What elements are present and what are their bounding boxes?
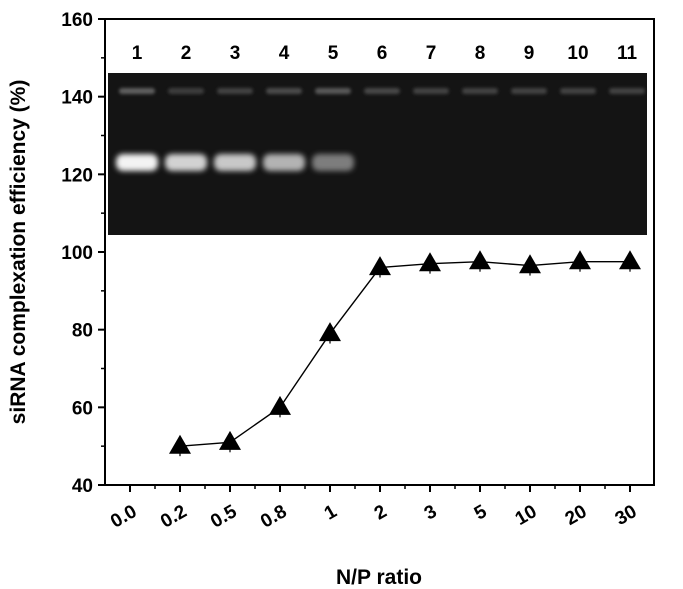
gel-lane-label: 7: [426, 43, 437, 64]
gel-bands: [116, 154, 354, 171]
data-point: [169, 434, 191, 454]
gel-well: [511, 88, 547, 94]
gel-lane-label: 3: [230, 43, 241, 64]
y-tick-label: 120: [61, 165, 93, 186]
gel-wells: [119, 88, 645, 94]
x-tick-label: 1: [321, 501, 341, 525]
gel-band: [263, 154, 305, 171]
gel-well: [364, 88, 400, 94]
gel-lane-label: 6: [377, 43, 388, 64]
series-line: [179, 261, 630, 447]
gel-well: [413, 88, 449, 94]
data-series: [169, 250, 641, 457]
y-tick-label: 60: [72, 398, 93, 419]
gel-lane-label: 8: [475, 43, 486, 64]
y-tick-label: 140: [61, 88, 93, 109]
gel-band: [165, 154, 207, 171]
data-point: [269, 395, 291, 415]
x-tick-label: 5: [471, 501, 491, 525]
gel-lane-label: 4: [279, 43, 290, 64]
gel-band: [116, 154, 158, 171]
gel-inset: [108, 73, 647, 235]
y-axis: 40 60 80 100 120 140 160: [61, 10, 105, 497]
data-point: [569, 250, 591, 270]
gel-band: [214, 154, 256, 171]
x-tick-label: 10: [512, 501, 541, 530]
data-point: [319, 322, 341, 342]
x-tick-label: 30: [612, 501, 641, 530]
gel-well: [217, 88, 253, 94]
data-point: [219, 430, 241, 450]
gel-lane-label: 10: [567, 43, 588, 64]
gel-band: [312, 154, 354, 171]
gel-lane-labels: 1 2 3 4 5 6 7 8 9 10 11: [132, 43, 638, 64]
gel-well: [462, 88, 498, 94]
gel-lane-label: 1: [132, 43, 143, 64]
data-point: [519, 254, 541, 274]
y-axis-title: siRNA complexation efficiency (%): [7, 80, 30, 425]
data-point: [369, 256, 391, 276]
gel-lane-label: 9: [524, 43, 535, 64]
gel-well: [168, 88, 204, 94]
x-axis-title: N/P ratio: [336, 566, 422, 589]
x-tick-label: 3: [421, 501, 441, 524]
gel-lane-label: 2: [181, 43, 192, 64]
x-axis: 0.0 0.2 0.5 0.8 1 2 3 5 10 20 30: [107, 485, 641, 533]
x-tick-label: 0.5: [207, 501, 241, 533]
x-tick-label: 0.0: [107, 501, 140, 532]
gel-well: [119, 88, 155, 94]
y-tick-label: 40: [72, 476, 93, 497]
data-point: [619, 250, 641, 270]
gel-well: [266, 88, 302, 94]
data-point: [419, 252, 441, 272]
gel-well: [609, 88, 645, 94]
x-tick-label: 0.8: [257, 501, 290, 532]
y-tick-label: 80: [72, 321, 93, 342]
x-tick-label: 20: [562, 501, 591, 530]
y-tick-label: 160: [61, 10, 93, 31]
y-tick-label: 100: [61, 243, 93, 264]
data-point: [469, 250, 491, 270]
gel-lane-label: 11: [617, 43, 638, 64]
gel-well: [560, 88, 596, 94]
gel-lane-label: 5: [328, 43, 339, 64]
x-tick-label: 2: [371, 501, 391, 524]
x-tick-label: 0.2: [157, 501, 190, 532]
gel-well: [315, 88, 351, 94]
